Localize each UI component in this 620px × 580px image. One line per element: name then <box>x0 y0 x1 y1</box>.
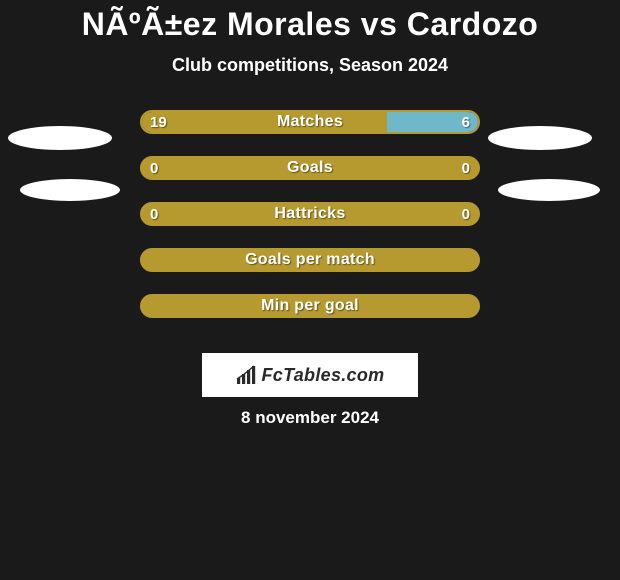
comparison-row: Min per goal <box>0 294 620 340</box>
comparison-card: NÃºÃ±ez Morales vs Cardozo Club competit… <box>0 0 620 580</box>
attribution-box: FcTables.com <box>202 353 418 397</box>
bar-track: Hattricks <box>140 202 480 226</box>
comparison-row: Hattricks0 0 <box>0 202 620 248</box>
bar-label: Goals <box>142 158 478 178</box>
bar-track: Matches <box>140 110 480 134</box>
bar-label: Hattricks <box>142 204 478 224</box>
attribution-inner: FcTables.com <box>236 365 385 386</box>
left-value: 0 <box>150 156 158 180</box>
page-subtitle: Club competitions, Season 2024 <box>0 55 620 76</box>
bar-track: Goals <box>140 156 480 180</box>
right-value: 0 <box>462 202 470 226</box>
left-value: 0 <box>150 202 158 226</box>
right-value: 6 <box>462 110 470 134</box>
bar-track: Goals per match <box>140 248 480 272</box>
date-label: 8 november 2024 <box>0 408 620 428</box>
right-value: 0 <box>462 156 470 180</box>
bar-track: Min per goal <box>140 294 480 318</box>
page-title: NÃºÃ±ez Morales vs Cardozo <box>0 0 620 43</box>
bar-label: Goals per match <box>142 250 478 270</box>
comparison-row: Goals per match <box>0 248 620 294</box>
placeholder-ellipse <box>488 126 592 150</box>
left-value: 19 <box>150 110 167 134</box>
bar-label: Matches <box>142 112 478 132</box>
placeholder-ellipse <box>20 179 120 201</box>
placeholder-ellipse <box>498 179 600 201</box>
placeholder-ellipse <box>8 126 112 150</box>
bar-label: Min per goal <box>142 296 478 316</box>
bar-chart-icon <box>236 365 258 385</box>
attribution-text: FcTables.com <box>262 365 385 386</box>
